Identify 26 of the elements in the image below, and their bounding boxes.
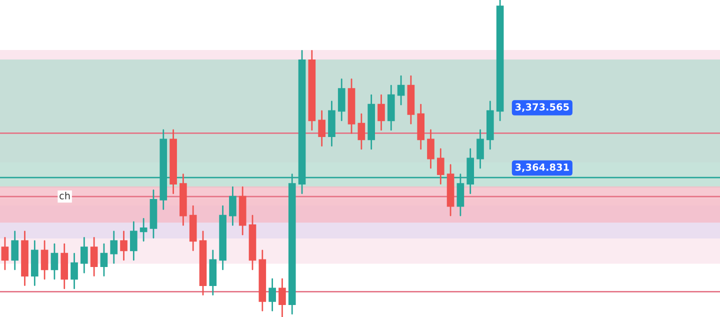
candlestick xyxy=(110,230,118,264)
candlestick xyxy=(268,278,276,312)
candlestick xyxy=(100,243,108,276)
candlestick xyxy=(318,110,326,147)
candlestick xyxy=(278,278,286,317)
candlestick xyxy=(1,237,9,270)
text: 3,373.565 xyxy=(515,103,569,112)
candlestick xyxy=(397,75,405,106)
candlestick xyxy=(378,94,385,131)
candlestick xyxy=(140,218,148,242)
candlestick xyxy=(358,113,366,150)
ref-line-label: ch xyxy=(60,192,70,200)
candlestick xyxy=(130,221,138,261)
candlestick xyxy=(338,78,346,122)
text: 3,364.831 xyxy=(515,163,569,172)
candlestick xyxy=(436,148,444,185)
candlestick xyxy=(80,237,88,274)
candlestick xyxy=(40,240,48,280)
candlestick xyxy=(11,230,19,270)
candlestick xyxy=(476,129,484,169)
candlestick xyxy=(120,230,128,261)
candlestick xyxy=(70,252,78,290)
candlestick xyxy=(90,237,98,276)
candlestick xyxy=(50,243,58,280)
candlestick xyxy=(229,186,236,226)
candlestick xyxy=(427,129,434,169)
